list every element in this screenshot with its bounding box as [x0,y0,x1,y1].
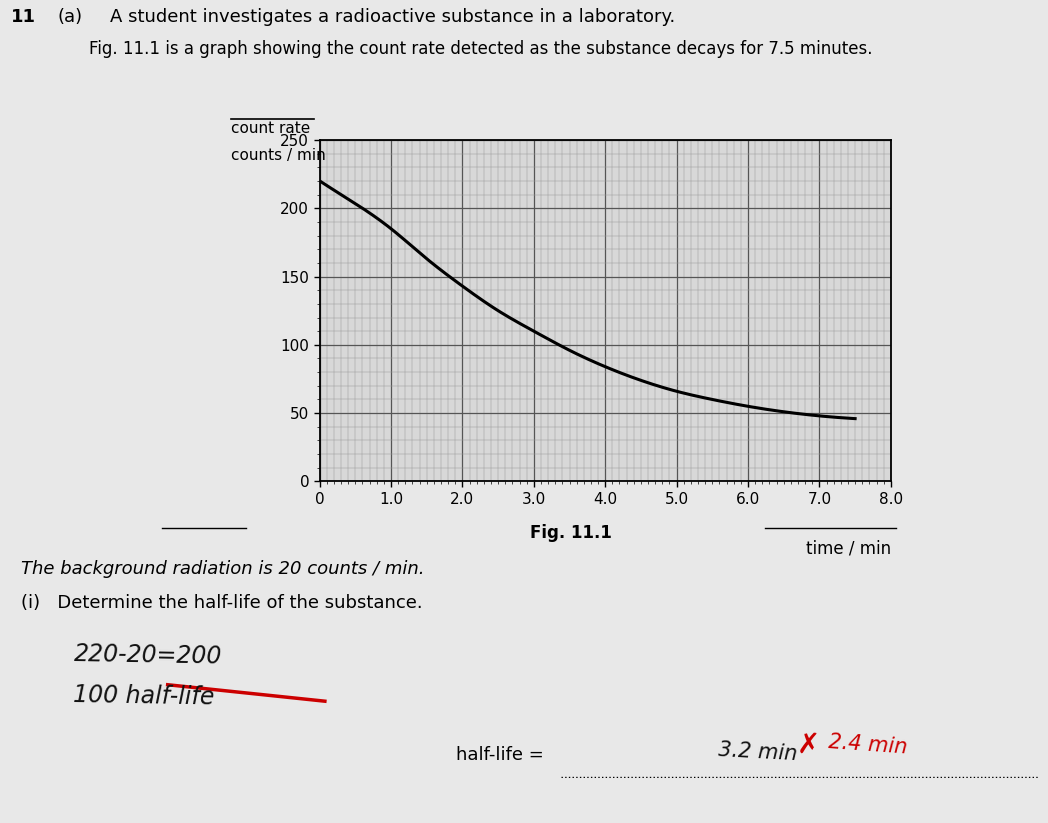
Text: 3.2 min: 3.2 min [718,740,798,764]
Text: Fig. 11.1: Fig. 11.1 [530,524,612,542]
Text: half-life =: half-life = [456,746,549,764]
Text: 100 half-life: 100 half-life [73,683,215,709]
Text: (i)   Determine the half-life of the substance.: (i) Determine the half-life of the subst… [21,594,422,612]
Text: ✗: ✗ [796,731,820,759]
Text: 11: 11 [10,8,36,26]
Text: counts / min: counts / min [231,148,325,163]
Text: 2.4 min: 2.4 min [828,732,909,757]
Text: (a): (a) [58,8,83,26]
Text: A student investigates a radioactive substance in a laboratory.: A student investigates a radioactive sub… [110,8,675,26]
Text: time / min: time / min [806,539,891,557]
Text: 220-20=200: 220-20=200 [73,642,222,668]
Text: Fig. 11.1 is a graph showing the count rate detected as the substance decays for: Fig. 11.1 is a graph showing the count r… [89,40,873,58]
Text: The background radiation is 20 counts / min.: The background radiation is 20 counts / … [21,560,424,578]
Text: count rate: count rate [231,121,310,136]
